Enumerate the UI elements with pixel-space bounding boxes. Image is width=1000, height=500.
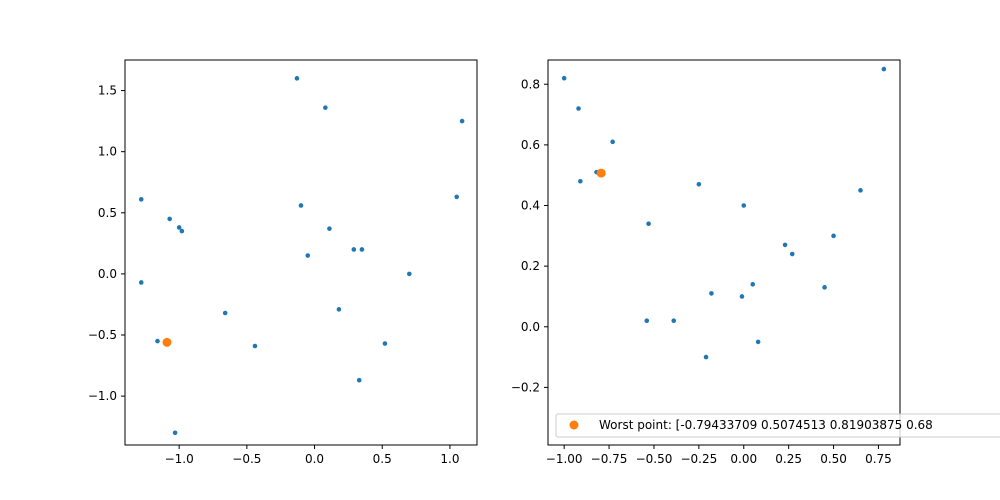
- data-point: [222, 310, 228, 316]
- data-point: [696, 181, 702, 187]
- y-tick-label: 1.0: [98, 145, 117, 159]
- axes-frame: [547, 59, 901, 446]
- data-point: [323, 105, 328, 110]
- data-point: [610, 139, 615, 145]
- data-point: [252, 343, 258, 349]
- data-point: [167, 216, 172, 222]
- data-point: [176, 225, 182, 230]
- y-tick-label: 1.5: [98, 84, 117, 98]
- data-point: [336, 307, 342, 312]
- data-point: [172, 430, 178, 436]
- data-point: [741, 203, 747, 208]
- worst-point: [162, 337, 172, 347]
- data-point: [703, 354, 709, 360]
- data-point: [356, 377, 362, 383]
- data-point: [646, 221, 651, 227]
- data-point: [359, 247, 365, 252]
- data-point: [789, 251, 795, 257]
- data-point: [709, 291, 714, 296]
- worst-point: [596, 168, 606, 178]
- data-point: [138, 197, 144, 202]
- legend-box: [555, 413, 1000, 438]
- data-point: [822, 285, 827, 290]
- x-tick-label: −0.50: [636, 452, 673, 466]
- data-point: [831, 233, 836, 239]
- x-tick-label: −0.5: [232, 452, 261, 466]
- data-point: [881, 66, 887, 72]
- x-tick-label: 0.0: [305, 452, 324, 466]
- x-tick-label: −1.00: [546, 452, 583, 466]
- x-tick-label: −0.75: [591, 452, 628, 466]
- data-point: [155, 338, 160, 344]
- y-tick-label: 0.2: [521, 259, 540, 273]
- data-point: [561, 75, 567, 81]
- data-point: [739, 294, 745, 299]
- data-point: [459, 118, 465, 124]
- data-point: [576, 106, 581, 111]
- data-point: [294, 76, 300, 81]
- left-scatter-panel: −1.0 −0.5 0.0 0.5 1.0 −1.0 −0.5 0.0 0.5 1.0 1.5: [88, 59, 478, 466]
- y-tick-label: 0.4: [521, 199, 540, 213]
- data-point: [138, 280, 144, 285]
- data-point: [782, 242, 788, 248]
- x-tick-label: 0.00: [730, 452, 757, 466]
- y-tick-label: −1.0: [88, 389, 117, 403]
- axes-frame: [124, 59, 478, 446]
- x-tick-label: 1.0: [440, 452, 459, 466]
- y-tick-label: 0.6: [521, 138, 540, 152]
- data-point: [644, 318, 650, 324]
- x-tick-label: −0.25: [680, 452, 717, 466]
- x-tick-label: 0.25: [775, 452, 802, 466]
- y-tick-label: −0.2: [511, 380, 540, 394]
- data-point: [305, 253, 311, 258]
- legend-label: Worst point: [-0.79433709 0.5074513 0.81…: [599, 418, 933, 432]
- data-point: [351, 247, 357, 252]
- x-tick-label: 0.5: [373, 452, 392, 466]
- y-tick-label: 0.0: [98, 267, 117, 281]
- data-point: [858, 188, 863, 193]
- y-tick-label: 0.8: [521, 77, 540, 91]
- data-point: [179, 228, 185, 234]
- data-point: [454, 194, 459, 200]
- x-tick-label: 0.75: [865, 452, 892, 466]
- data-point: [578, 178, 583, 184]
- data-point: [750, 282, 756, 287]
- data-point: [382, 341, 388, 346]
- x-tick-label: −1.0: [165, 452, 194, 466]
- data-point: [407, 271, 412, 277]
- data-point: [327, 226, 332, 231]
- data-point: [755, 339, 761, 345]
- y-tick-label: 0.5: [98, 206, 117, 220]
- right-scatter-panel: −1.00 −0.75 −0.50 −0.25 0.00 0.25 0.50 0.75 −0.2…: [511, 59, 901, 466]
- x-tick-label: 0.50: [820, 452, 847, 466]
- legend: Worst point: [-0.79433709 0.5074513 0.81…: [555, 413, 1000, 438]
- y-tick-label: −0.5: [88, 328, 117, 342]
- data-point: [298, 203, 304, 208]
- legend-marker: [569, 420, 579, 430]
- data-point: [671, 318, 677, 324]
- y-tick-label: 0.0: [521, 320, 540, 334]
